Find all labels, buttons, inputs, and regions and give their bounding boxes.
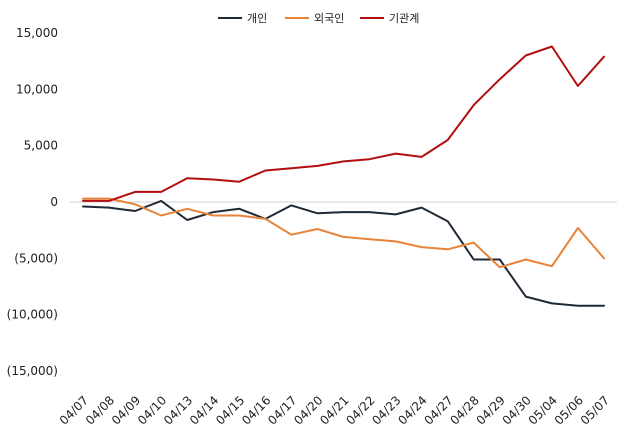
y-tick-label: 15,000: [16, 26, 58, 40]
legend-label: 외국인: [314, 12, 344, 25]
series-line-1: [82, 197, 605, 269]
series-layer: [82, 45, 605, 307]
legend-label: 개인: [247, 12, 267, 25]
y-tick-label: (15,000): [7, 364, 58, 378]
legend: 개인 외국인 기관계: [218, 12, 419, 25]
y-tick-label: (5,000): [14, 251, 58, 265]
x-axis: 04/0704/0804/0904/1004/1304/1404/1504/16…: [57, 393, 612, 426]
y-tick-label: 0: [50, 195, 58, 209]
legend-label: 기관계: [389, 12, 419, 25]
y-axis: 15,000 10,000 5,000 0 (5,000) (10,000) (15,000…: [7, 26, 58, 378]
y-tick-label: (10,000): [7, 308, 58, 322]
y-tick-label: 10,000: [16, 82, 58, 96]
y-tick-label: 5,000: [24, 139, 58, 153]
x-tick-label: 05/07: [578, 393, 612, 426]
series-line-2: [82, 45, 605, 202]
series-line-0: [82, 199, 605, 307]
